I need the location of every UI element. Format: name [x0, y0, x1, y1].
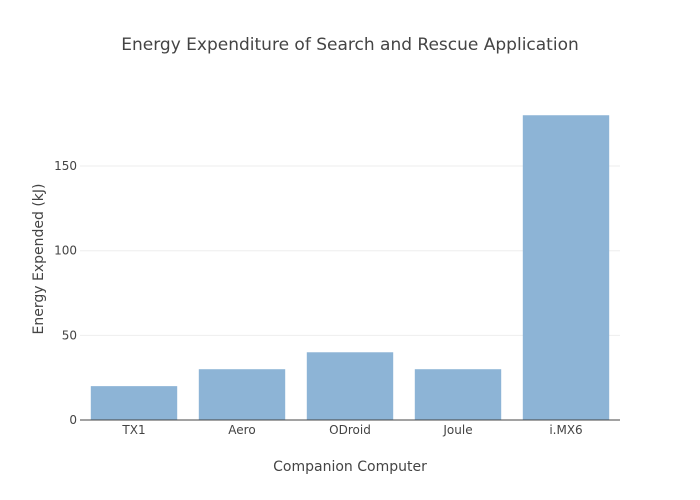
y-tick-label: 150	[54, 159, 77, 173]
x-tick-label: i.MX6	[549, 423, 582, 437]
x-axis-ticks: TX1 Aero ODroid Joule i.MX6	[121, 423, 582, 437]
x-tick-label: Aero	[228, 423, 255, 437]
bar-tx1	[90, 386, 178, 420]
y-axis-ticks: 0 50 100 150	[54, 159, 77, 427]
y-tick-label: 0	[69, 413, 77, 427]
bar-aero	[198, 369, 286, 420]
y-tick-label: 50	[62, 328, 77, 342]
chart-title: Energy Expenditure of Search and Rescue …	[121, 35, 579, 55]
bar-joule	[414, 369, 502, 420]
bar-odroid	[306, 352, 394, 420]
x-tick-label: Joule	[442, 423, 472, 437]
x-tick-label: TX1	[121, 423, 145, 437]
bar-i-mx6	[522, 115, 610, 420]
y-axis-title: Energy Expended (kJ)	[31, 184, 47, 335]
x-tick-label: ODroid	[329, 423, 371, 437]
bars	[90, 115, 610, 420]
x-axis-title: Companion Computer	[273, 459, 427, 475]
y-tick-label: 100	[54, 244, 77, 258]
